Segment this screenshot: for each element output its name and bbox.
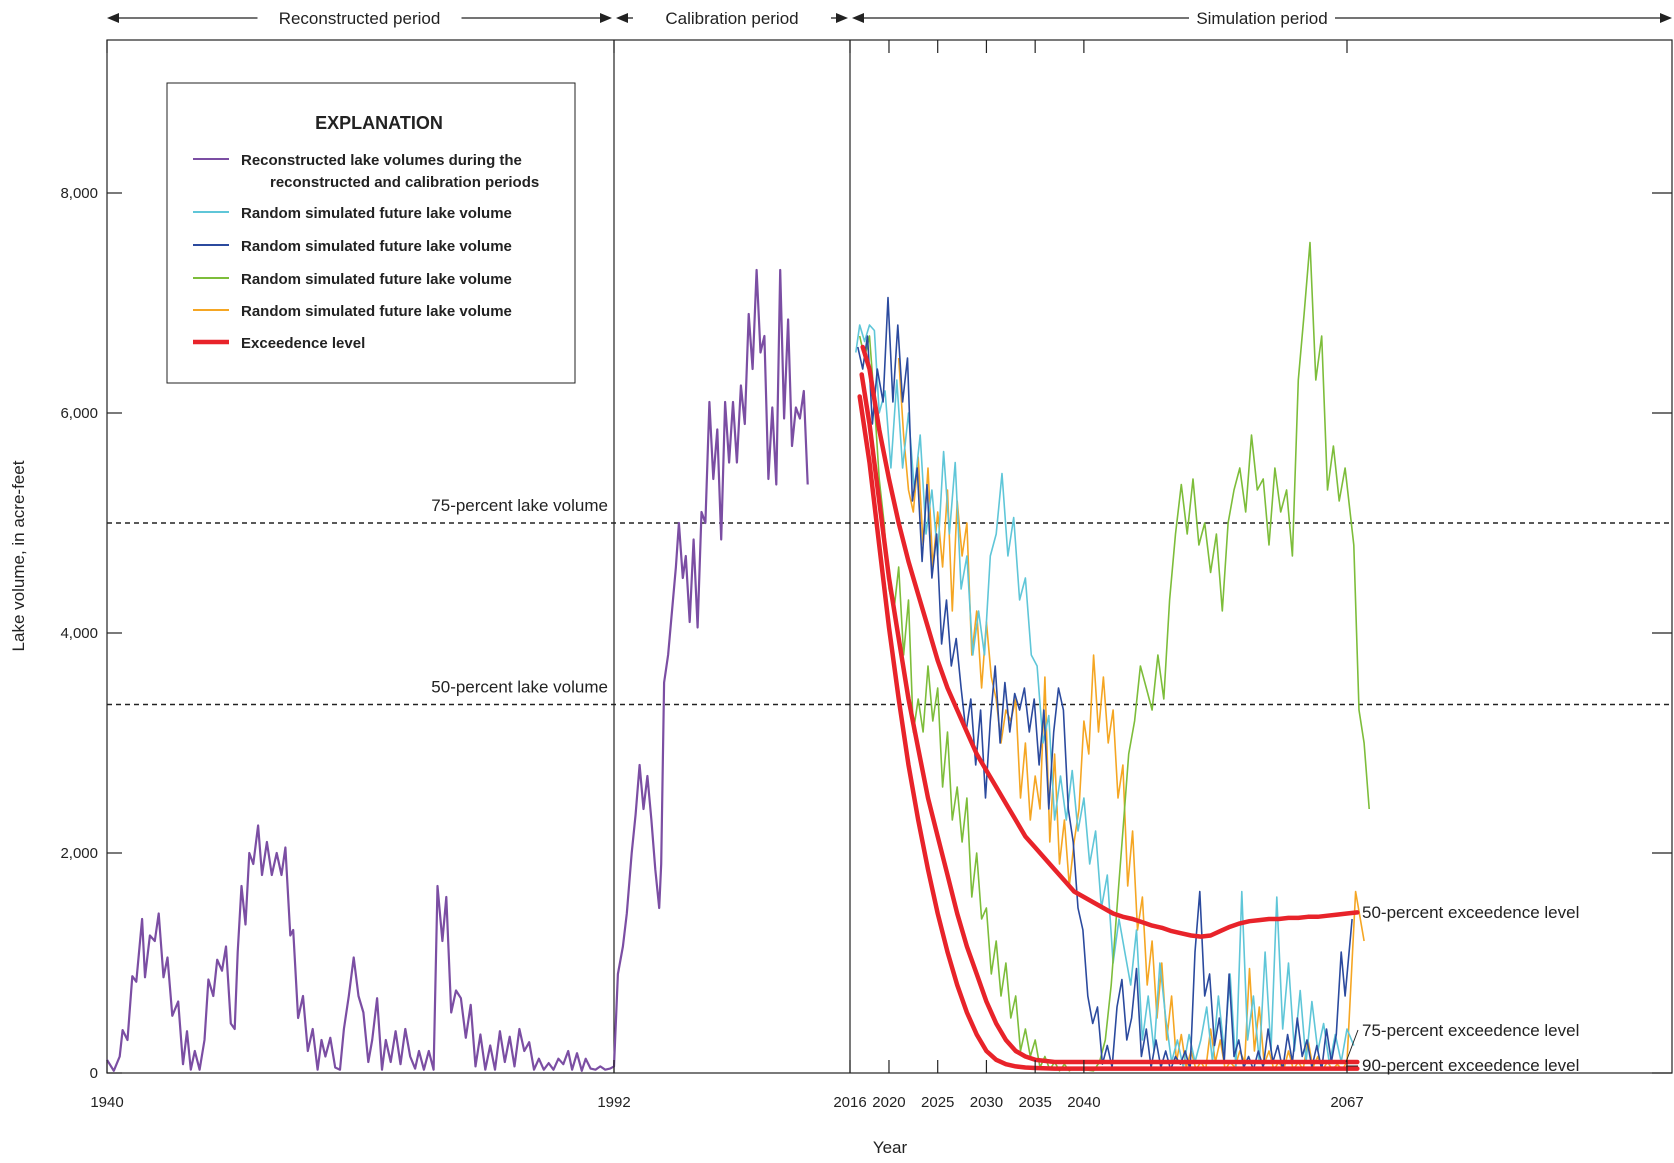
reference-lines: 75-percent lake volume 50-percent lake vo… <box>107 496 1672 706</box>
reference-line-label: 75-percent lake volume <box>431 496 608 515</box>
x-tick-label: 2030 <box>970 1094 1003 1111</box>
legend-title: EXPLANATION <box>315 113 443 133</box>
y-axis: 0 2,000 4,000 6,000 8,000 <box>60 185 1672 1082</box>
legend-entries: Reconstructed lake volumes during the rec… <box>193 152 539 352</box>
y-tick-label: 8,000 <box>60 185 98 202</box>
x-tick-label: 2035 <box>1018 1094 1051 1111</box>
y-tick-label: 4,000 <box>60 625 98 642</box>
legend-label-line2: reconstructed and calibration periods <box>270 174 539 191</box>
x-tick-label: 2067 <box>1330 1094 1363 1111</box>
legend-label: Exceedence level <box>241 335 365 352</box>
period-label: Calibration period <box>665 9 798 28</box>
y-tick-label: 0 <box>90 1065 98 1082</box>
x-axis-title: Year <box>873 1138 908 1157</box>
x-tick-label: 2040 <box>1067 1094 1100 1111</box>
exceedence-curves: 50-percent exceedence level 75-percent ex… <box>857 344 1579 1075</box>
period-arrowhead-left <box>616 13 628 23</box>
y-tick-label: 6,000 <box>60 405 98 422</box>
period-arrowhead-left <box>107 13 119 23</box>
exceedence-label: 75-percent exceedence level <box>1362 1021 1579 1040</box>
legend-box <box>166 82 576 384</box>
period-label: Reconstructed period <box>279 9 441 28</box>
period-arrowhead-left <box>852 13 864 23</box>
series-line-sim-orange <box>897 357 1365 1071</box>
exceedence-curve <box>860 344 1360 939</box>
series-line-reconstructed <box>106 268 809 1072</box>
period-arrowhead-right <box>1660 13 1672 23</box>
legend-label: Random simulated future lake volume <box>241 238 512 255</box>
period-label: Simulation period <box>1196 9 1327 28</box>
legend-label: Random simulated future lake volume <box>241 205 512 222</box>
x-tick-label: 1940 <box>90 1094 123 1111</box>
legend-label: Random simulated future lake volume <box>241 303 512 320</box>
exceedence-label: 50-percent exceedence level <box>1362 903 1579 922</box>
period-boundaries <box>613 40 851 1073</box>
exceedence-curve <box>859 372 1360 1065</box>
y-axis-title: Lake volume, in acre-feet <box>9 460 28 651</box>
legend: EXPLANATION Reconstructed lake volumes d… <box>166 82 576 384</box>
legend-label: Random simulated future lake volume <box>241 271 512 288</box>
x-tick-label: 2020 <box>872 1094 905 1111</box>
period-arrowhead-right <box>600 13 612 23</box>
period-arrowhead-right <box>836 13 848 23</box>
exceedence-leader <box>1345 1029 1359 1063</box>
x-axis: 1940 1992 2016 2020 2025 2030 2035 2040 2067 <box>90 40 1364 1111</box>
x-tick-label: 2025 <box>921 1094 954 1111</box>
legend-label: Reconstructed lake volumes during the <box>241 152 522 169</box>
reference-line-label: 50-percent lake volume <box>431 678 608 697</box>
x-tick-label: 1992 <box>597 1094 630 1111</box>
y-tick-label: 2,000 <box>60 845 98 862</box>
series-line-sim-blue <box>857 296 1353 1071</box>
period-header: Reconstructed period Calibration period Si… <box>107 9 1672 28</box>
x-tick-label: 2016 <box>833 1094 866 1111</box>
exceedence-curve <box>857 394 1360 1071</box>
exceedence-label: 90-percent exceedence level <box>1362 1056 1579 1075</box>
